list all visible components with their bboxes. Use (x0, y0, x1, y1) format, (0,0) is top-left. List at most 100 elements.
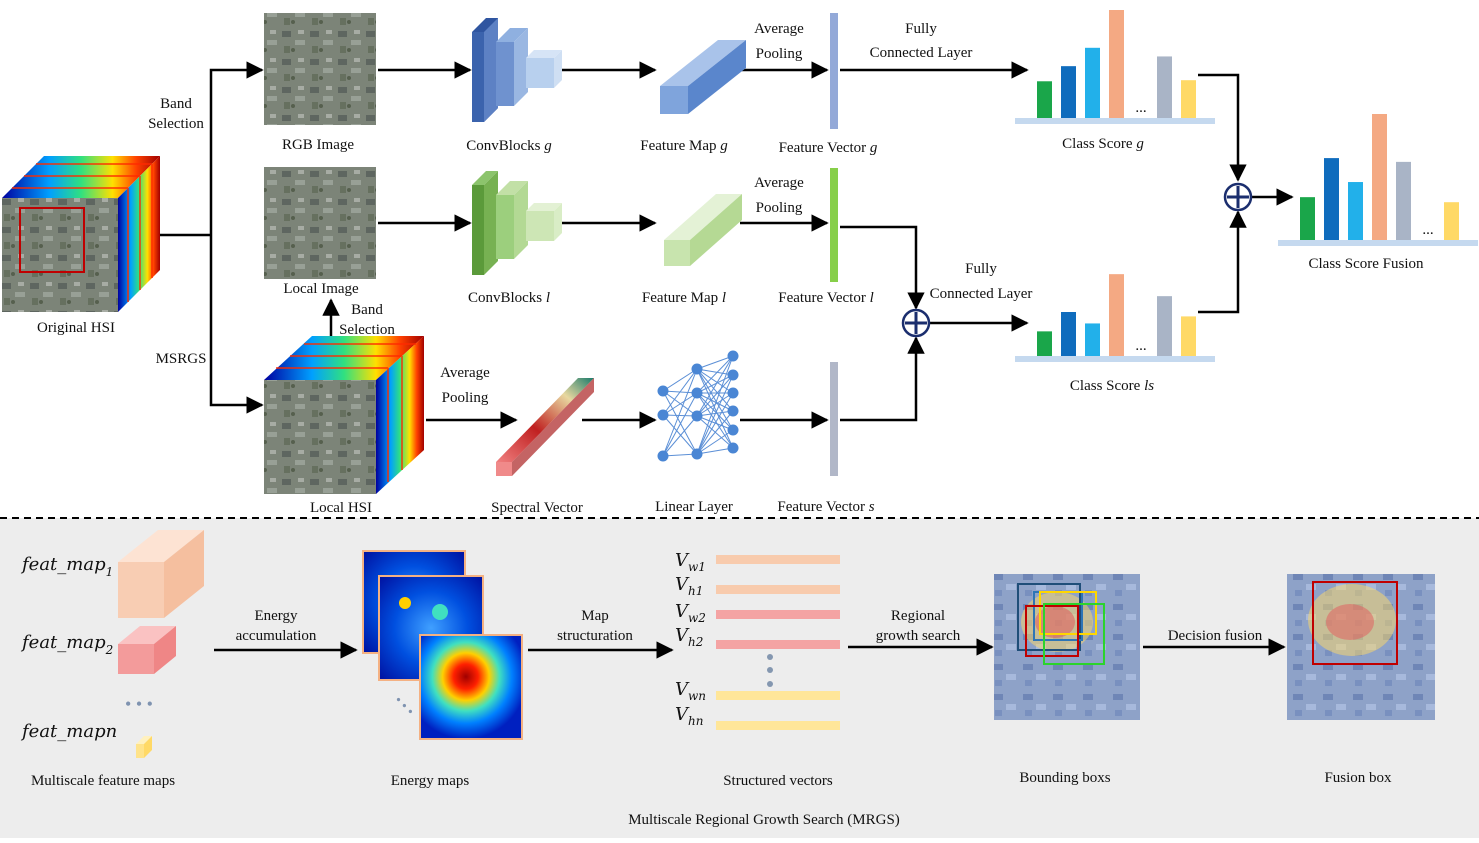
linear-layer-label: Linear Layer (655, 499, 733, 515)
network-edge (696, 392, 734, 412)
convblocks-g (472, 18, 562, 122)
network-edge (696, 429, 734, 455)
class-score-fusion-label: Class Score Fusion (1308, 256, 1424, 272)
network-edge (696, 447, 734, 455)
class-score-ls-chart: ... (1015, 274, 1215, 362)
network-node (691, 387, 703, 399)
avg-pool-3-line2: Pooling (442, 390, 489, 406)
score-bar (1061, 66, 1076, 118)
feature-vector-l-label: Feature Vector l (778, 290, 874, 306)
avg-pool-2-line2: Pooling (756, 200, 803, 216)
convblocks-l-label: ConvBlocks l (468, 290, 550, 306)
energy-accumulation-line2: accumulation (236, 628, 317, 644)
network-edge (662, 368, 698, 416)
linear-layer-network (657, 350, 739, 462)
score-bar (1396, 161, 1411, 240)
local-image-label: Local Image (283, 281, 359, 297)
band-selection-top-line1: Band (160, 96, 192, 112)
feature-vector-s-label: Feature Vector s (777, 499, 874, 515)
band-selection-top-line2: Selection (148, 116, 204, 132)
energy-maps-stack (362, 550, 523, 740)
network-node (727, 387, 739, 399)
score-ellipsis: ... (1135, 100, 1146, 116)
score-bar (1061, 312, 1076, 356)
feat-map-1-label: feat_map1 (20, 554, 113, 579)
spectral-vector-label: Spectral Vector (491, 500, 583, 516)
network-node (727, 442, 739, 454)
network-edge (696, 355, 734, 370)
avg-pool-2-line1: Average (754, 175, 804, 191)
network-edge (696, 410, 734, 455)
score-bar (1348, 182, 1363, 240)
network-edge (662, 392, 698, 416)
score-bar (1085, 47, 1100, 118)
avg-pool-3-line1: Average (440, 365, 490, 381)
network-node (691, 448, 703, 460)
local-hsi-label: Local HSI (310, 500, 372, 516)
energy-accumulation-line1: Energy (254, 608, 298, 624)
feature-vector-g (830, 13, 838, 129)
regional-growth-search-line1: Regional (891, 608, 945, 624)
network-edge (662, 368, 698, 457)
score-ellipsis: ... (1422, 222, 1433, 238)
score-baseline (1015, 118, 1215, 124)
network-edge (696, 368, 734, 431)
feat-map-n-label: feat_mapn (20, 721, 117, 742)
score-bar (1300, 197, 1315, 240)
fc-2-line2: Connected Layer (930, 286, 1033, 302)
original-hsi-cube (2, 156, 160, 312)
map-structuration-line1: Map (581, 608, 609, 624)
svg-text:Vh2: Vh2 (675, 625, 703, 649)
feat-map-dots: • • • (125, 694, 153, 714)
plus-circle-icon (901, 308, 931, 338)
score-bar (1109, 274, 1124, 356)
band-selection-mid-line2: Selection (339, 322, 395, 338)
score-bar (1181, 316, 1196, 356)
feature-map-g (660, 40, 746, 114)
plus-circle-icon-2 (1223, 182, 1253, 212)
feat-map-1-cuboid (118, 530, 204, 618)
network-edge (662, 390, 698, 455)
network-edge (696, 392, 734, 455)
network-node (691, 363, 703, 375)
score-bar (1109, 10, 1124, 118)
mrgs-caption: Multiscale Regional Growth Search (MRGS) (628, 812, 900, 828)
multiscale-feature-maps-label: Multiscale feature maps (31, 773, 175, 789)
network-node (657, 450, 669, 462)
local-hsi-cube (264, 336, 424, 494)
network-node (727, 350, 739, 362)
feature-map-l (664, 194, 742, 266)
svg-text:Vw2: Vw2 (675, 601, 706, 625)
feature-vector-l (830, 168, 838, 282)
score-baseline (1278, 240, 1478, 246)
band-selection-mid-line1: Band (351, 302, 383, 318)
msrgs-label: MSRGS (156, 351, 207, 367)
score-bar (1181, 80, 1196, 118)
network-edge (696, 355, 734, 417)
fc-2-line1: Fully (965, 261, 997, 277)
fc-1-line2: Connected Layer (870, 45, 973, 61)
bounding-boxes-image (994, 574, 1140, 720)
score-bar (1157, 296, 1172, 356)
fc-1-line1: Fully (905, 21, 937, 37)
network-node (727, 369, 739, 381)
network-edge (696, 392, 734, 431)
feature-map-g-label: Feature Map g (640, 138, 728, 154)
network-edge (662, 414, 698, 417)
energy-maps-label: Energy maps (391, 773, 470, 789)
feat-map-n-cuboid (136, 736, 152, 758)
feature-vector-s (830, 362, 838, 476)
network-edge (662, 368, 698, 392)
ls-fusion-connectors (840, 225, 1029, 422)
score-fusion-connectors (1198, 73, 1294, 314)
feature-map-l-label: Feature Map l (642, 290, 726, 306)
fusion-box-image (1287, 574, 1435, 720)
score-bar (1157, 56, 1172, 118)
network-edge (696, 374, 734, 417)
score-bar (1037, 81, 1052, 118)
score-bar (1037, 331, 1052, 356)
fusion-box-label: Fusion box (1324, 770, 1392, 786)
class-score-g-label: Class Score g (1062, 136, 1144, 152)
network-node (727, 405, 739, 417)
